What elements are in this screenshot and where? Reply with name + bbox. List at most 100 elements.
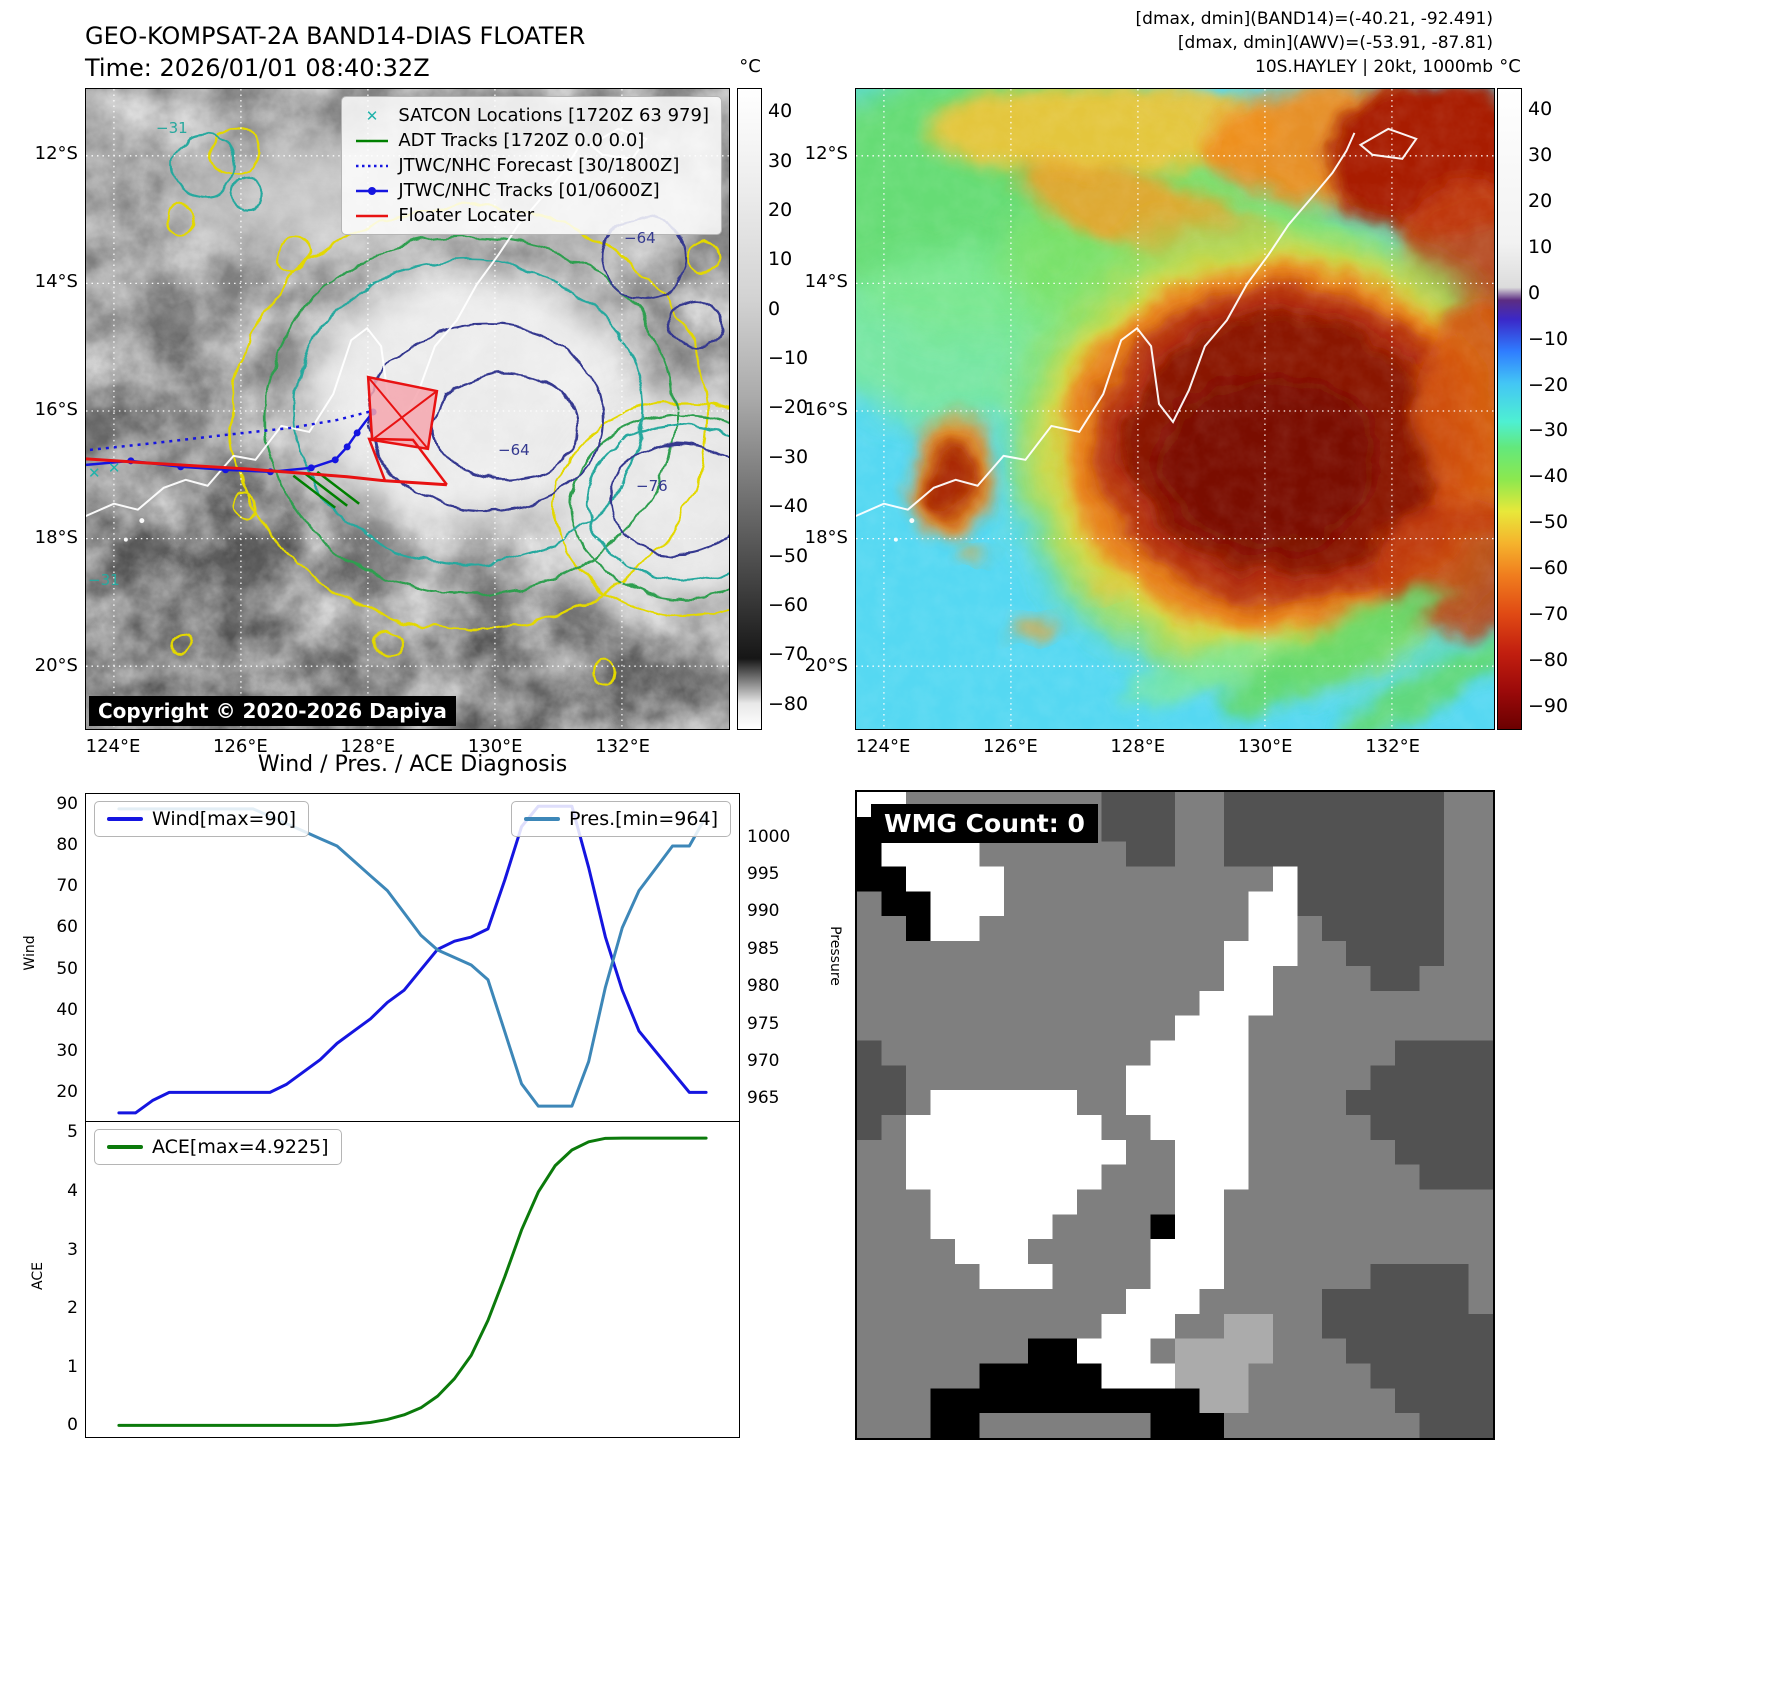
band14-lat-axis: 12°S 14°S 16°S 18°S 20°S bbox=[16, 88, 78, 730]
map-gridlines bbox=[856, 89, 1494, 729]
band14-colorbar bbox=[737, 88, 762, 730]
wmg-mask-image bbox=[857, 792, 1493, 1438]
adt-tracks bbox=[292, 470, 360, 509]
colorbar-tick-label: −60 bbox=[1528, 556, 1569, 579]
ace-tick-label: 0 bbox=[67, 1415, 78, 1436]
lat-tick-label: 16°S bbox=[34, 399, 78, 420]
ace-legend: ACE[max=4.9225] bbox=[94, 1129, 342, 1165]
ace-tick-label: 5 bbox=[67, 1122, 78, 1143]
legend-item: JTWC/NHC Tracks [01/0600Z] bbox=[354, 180, 709, 201]
pressure-tick-label: 985 bbox=[747, 938, 780, 959]
colorbar-unit: °C bbox=[739, 56, 761, 77]
colorbar-tick-label: 40 bbox=[1528, 98, 1553, 121]
ace-line-swatch bbox=[107, 1145, 143, 1149]
contour-label: −31 bbox=[156, 119, 188, 137]
pressure-tick-label: 975 bbox=[747, 1013, 780, 1034]
colorbar-tick-label: −80 bbox=[768, 692, 809, 715]
awv-lat-axis: 12°S 14°S 16°S 18°S 20°S bbox=[786, 88, 848, 730]
wind-pressure-plot bbox=[117, 804, 708, 1115]
lat-tick-label: 20°S bbox=[804, 655, 848, 676]
ace-chart: ACE[max=4.9225] bbox=[85, 1122, 740, 1438]
line-marker-icon bbox=[356, 214, 389, 217]
band14-lon-axis: 124°E 126°E 128°E 130°E 132°E bbox=[85, 736, 730, 762]
pressure-tick-label: 970 bbox=[747, 1050, 780, 1071]
pressure-legend-label: Pres.[min=964] bbox=[569, 808, 718, 830]
colorbar-tick-label: −70 bbox=[1528, 602, 1569, 625]
colorbar-tick-label: −10 bbox=[768, 347, 809, 370]
legend-item: JTWC/NHC Forecast [30/1800Z] bbox=[354, 155, 709, 176]
colorbar-tick-label: −90 bbox=[1528, 694, 1569, 717]
svg-text:✕: ✕ bbox=[366, 108, 379, 124]
wind-pressure-chart: Wind[max=90] Pres.[min=964] bbox=[85, 793, 740, 1122]
svg-text:✕: ✕ bbox=[88, 464, 101, 482]
figure-title: GEO-KOMPSAT-2A BAND14-DIAS FLOATER bbox=[85, 22, 586, 50]
wind-tick-label: 40 bbox=[56, 999, 78, 1020]
colorbar-tick-label: 10 bbox=[768, 248, 793, 271]
ace-plot bbox=[117, 1136, 708, 1427]
wind-tick-label: 80 bbox=[56, 835, 78, 856]
colorbar-tick-label: −20 bbox=[768, 396, 809, 419]
map-legend: ✕ SATCON Locations [1720Z 63 979] ADT Trac… bbox=[341, 96, 722, 235]
figure-time: Time: 2026/01/01 08:40:32Z bbox=[85, 54, 430, 82]
awv-colorbar bbox=[1497, 88, 1522, 730]
colorbar-tick-label: 20 bbox=[1528, 190, 1553, 213]
contour-label: −76 bbox=[636, 477, 668, 495]
colorbar-tick-label: −40 bbox=[768, 495, 809, 518]
contour-label: −64 bbox=[498, 441, 530, 459]
pressure-legend: Pres.[min=964] bbox=[511, 801, 731, 837]
wind-legend: Wind[max=90] bbox=[94, 801, 310, 837]
pressure-axis-ticks: 1000 995 990 985 980 975 970 965 bbox=[747, 793, 809, 1122]
lat-tick-label: 18°S bbox=[34, 527, 78, 548]
ace-axis-ticks: 5 4 3 2 1 0 bbox=[16, 1122, 78, 1438]
lon-tick-label: 126°E bbox=[983, 736, 1038, 757]
ace-legend-label: ACE[max=4.9225] bbox=[152, 1136, 329, 1158]
wind-tick-label: 70 bbox=[56, 876, 78, 897]
lat-tick-label: 16°S bbox=[804, 399, 848, 420]
wind-tick-label: 20 bbox=[56, 1081, 78, 1102]
legend-item-label: Floater Locater bbox=[398, 205, 535, 226]
colorbar-tick-label: −80 bbox=[1528, 648, 1569, 671]
coastline bbox=[856, 127, 1418, 542]
contour-label: −31 bbox=[88, 571, 120, 589]
pressure-axis-label: Pressure bbox=[827, 926, 843, 986]
lon-tick-label: 124°E bbox=[85, 736, 141, 757]
wind-tick-label: 60 bbox=[56, 917, 78, 938]
lat-tick-label: 14°S bbox=[804, 271, 848, 292]
legend-item-label: JTWC/NHC Forecast [30/1800Z] bbox=[398, 155, 680, 176]
colorbar-unit: °C bbox=[1499, 56, 1521, 77]
storm-id-text: 10S.HAYLEY | 20kt, 1000mb bbox=[1255, 56, 1493, 77]
legend-item-label: SATCON Locations [1720Z 63 979] bbox=[398, 105, 709, 126]
lat-tick-label: 18°S bbox=[804, 527, 848, 548]
colorbar-tick-label: −50 bbox=[768, 544, 809, 567]
ace-tick-label: 2 bbox=[67, 1298, 78, 1319]
lon-tick-label: 130°E bbox=[1237, 736, 1293, 757]
dotted-marker-icon bbox=[356, 164, 389, 167]
band14-colorbar-ticks: 40 30 20 10 0 −10 −20 −30 −40 −50 −60 −70 −80 bbox=[768, 88, 834, 730]
awv-texture bbox=[856, 89, 1494, 729]
legend-item-label: JTWC/NHC Tracks [01/0600Z] bbox=[398, 180, 660, 201]
colorbar-tick-label: 30 bbox=[1528, 144, 1553, 167]
lat-tick-label: 14°S bbox=[34, 271, 78, 292]
ace-axis-label: ACE bbox=[30, 1262, 46, 1290]
svg-text:✕: ✕ bbox=[108, 459, 121, 477]
lon-tick-label: 124°E bbox=[855, 736, 911, 757]
lon-tick-label: 128°E bbox=[1110, 736, 1166, 757]
pressure-tick-label: 980 bbox=[747, 976, 780, 997]
awv-header: [dmax, dmin](BAND14)=(-40.21, -92.491) [… bbox=[1093, 8, 1493, 79]
legend-item-label: ADT Tracks [1720Z 0.0 0.0] bbox=[398, 130, 645, 151]
pressure-line-swatch bbox=[524, 817, 560, 821]
wmg-panel: WMG Count: 0 bbox=[855, 790, 1495, 1440]
colorbar-tick-label: −20 bbox=[1528, 373, 1569, 396]
wind-line-swatch bbox=[107, 817, 143, 821]
ace-tick-label: 4 bbox=[67, 1181, 78, 1201]
lon-tick-label: 132°E bbox=[595, 736, 650, 757]
lon-tick-label: 128°E bbox=[340, 736, 396, 757]
jtwc-forecast-track bbox=[89, 409, 373, 452]
lon-tick-label: 132°E bbox=[1365, 736, 1420, 757]
band14-map-panel: ✕ ✕ ✕ SATCON Locations [1720Z 63 979] ADT T… bbox=[85, 88, 730, 730]
colorbar-tick-label: −40 bbox=[1528, 465, 1569, 488]
colorbar-tick-label: 20 bbox=[768, 198, 793, 221]
wind-axis-label: Wind bbox=[22, 935, 38, 971]
lat-tick-label: 12°S bbox=[34, 143, 78, 164]
